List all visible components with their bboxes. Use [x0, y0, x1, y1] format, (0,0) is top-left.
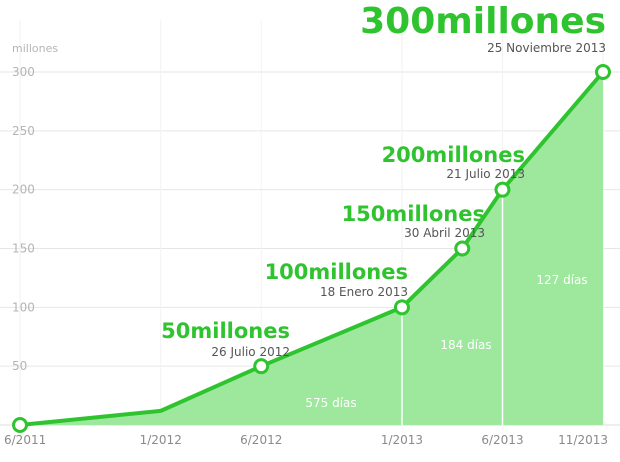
x-tick-label: 6/2013: [481, 433, 523, 447]
milestone-title: 300millones: [360, 1, 606, 42]
interval-dividers: [401, 189, 504, 425]
milestone-title: 50millones: [161, 319, 290, 343]
x-tick-label: 6/2011: [4, 433, 46, 447]
interval-labels: 575 días 184 días 127 días: [305, 273, 587, 410]
point-markers: [12, 64, 611, 433]
y-tick-label: 300: [12, 65, 35, 79]
milestone-title: 150millones: [342, 202, 485, 226]
x-tick-label: 1/2012: [140, 433, 182, 447]
milestone-date: 30 Abril 2013: [404, 226, 485, 240]
area-fill: [20, 72, 603, 425]
data-point: [595, 64, 611, 80]
data-point: [12, 417, 28, 433]
y-tick-label: 150: [12, 242, 35, 256]
interval-label: 127 días: [536, 273, 587, 287]
milestone-title: 200millones: [382, 143, 525, 167]
milestone-date: 26 Julio 2012: [211, 345, 290, 359]
milestone-title: 100millones: [265, 260, 408, 284]
milestone-date: 25 Noviembre 2013: [487, 41, 606, 55]
milestone-date: 21 Julio 2013: [446, 167, 525, 181]
x-tick-label: 6/2012: [240, 433, 282, 447]
y-tick-label: 100: [12, 300, 35, 314]
x-tick-label: 1/2013: [381, 433, 423, 447]
data-point: [494, 181, 511, 198]
milestone-date: 18 Enero 2013: [320, 285, 408, 299]
x-tick-label: 11/2013: [558, 433, 608, 447]
interval-label: 184 días: [440, 338, 491, 352]
y-tick-label: 50: [12, 359, 27, 373]
y-axis-label: millones: [12, 42, 58, 55]
data-point: [393, 299, 410, 316]
y-tick-label: 200: [12, 183, 35, 197]
data-point: [253, 358, 270, 375]
y-tick-label: 250: [12, 124, 35, 138]
interval-label: 575 días: [305, 396, 356, 410]
data-point: [454, 240, 471, 257]
axis-ticks: 50 100 150 200 250 300 6/2011 1/2012 6/2012 1/201…: [4, 65, 608, 447]
